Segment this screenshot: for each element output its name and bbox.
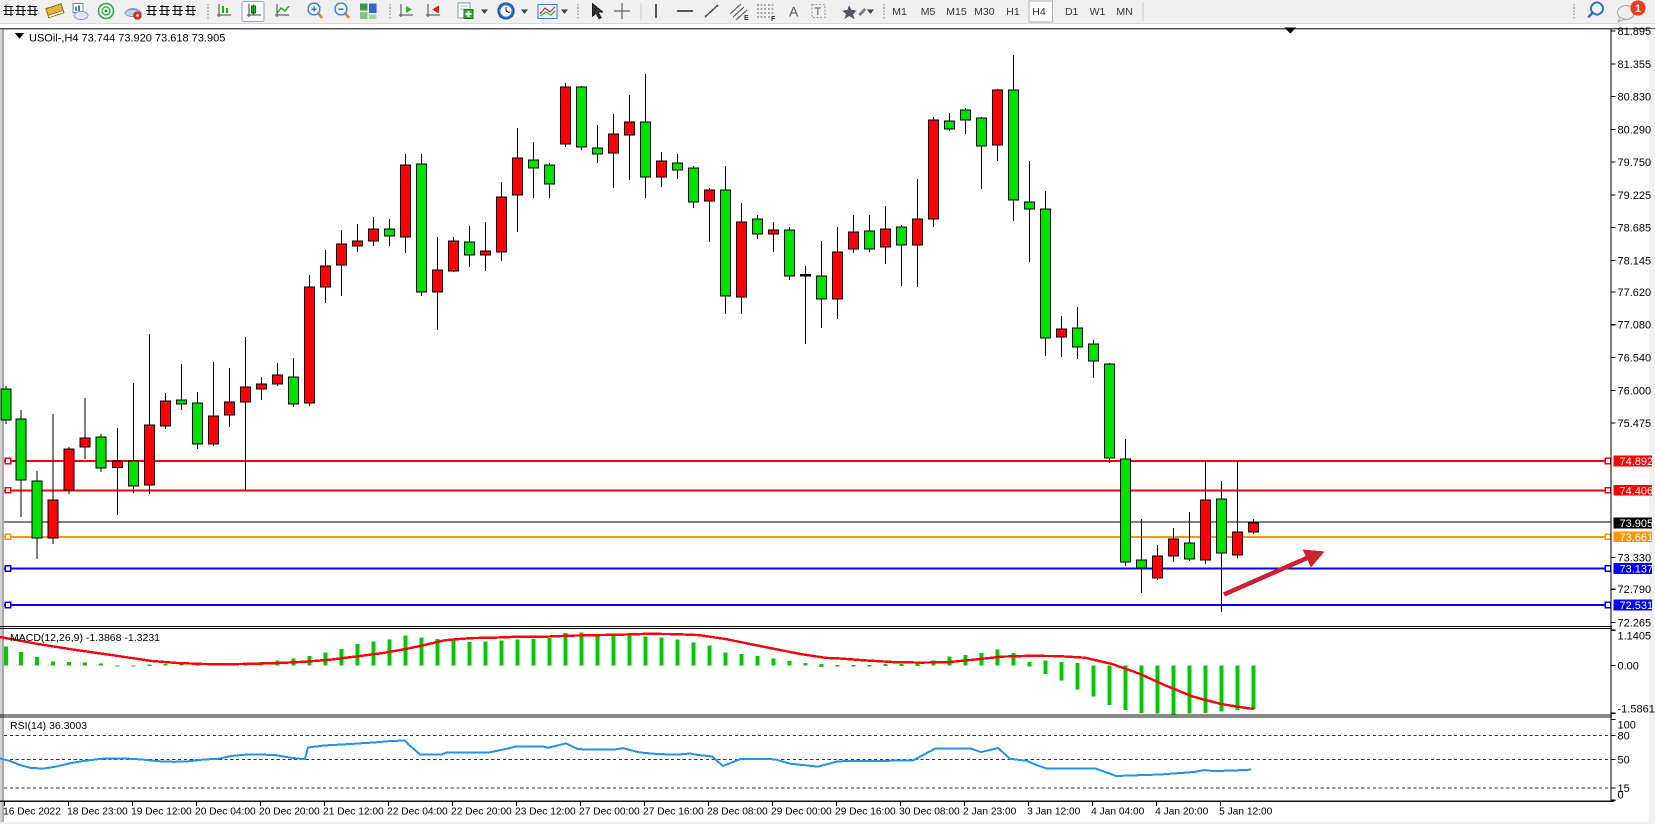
svg-text:80.830: 80.830 <box>1618 92 1652 104</box>
svg-text:M30: M30 <box>974 6 995 18</box>
svg-text:20 Dec 20:00: 20 Dec 20:00 <box>259 807 320 818</box>
svg-text:-1.5861: -1.5861 <box>1618 704 1655 716</box>
svg-text:78.685: 78.685 <box>1618 223 1652 235</box>
svg-text:80: 80 <box>1618 731 1630 743</box>
svg-text:73.661: 73.661 <box>1620 532 1654 544</box>
svg-text:72.531: 72.531 <box>1620 600 1654 612</box>
svg-text:1: 1 <box>1635 3 1641 15</box>
svg-text:50: 50 <box>1618 754 1630 766</box>
svg-text:20 Dec 04:00: 20 Dec 04:00 <box>195 807 256 818</box>
svg-text:79.750: 79.750 <box>1618 157 1652 169</box>
svg-text:100: 100 <box>1618 720 1636 732</box>
svg-text:78.145: 78.145 <box>1618 255 1652 267</box>
svg-text:75.475: 75.475 <box>1618 418 1652 430</box>
svg-text:2 Jan 23:00: 2 Jan 23:00 <box>963 807 1017 818</box>
svg-text:4 Jan 20:00: 4 Jan 20:00 <box>1155 807 1209 818</box>
svg-text:USOil-,H4 73.744 73.920 73.61: USOil-,H4 73.744 73.920 73.618 73.905 <box>29 33 225 45</box>
svg-text:76.540: 76.540 <box>1618 353 1652 365</box>
svg-text:30 Dec 08:00: 30 Dec 08:00 <box>899 807 960 818</box>
svg-text:4 Jan 04:00: 4 Jan 04:00 <box>1091 807 1145 818</box>
svg-text:72.790: 72.790 <box>1618 584 1652 596</box>
svg-text:D1: D1 <box>1065 6 1079 18</box>
svg-text:1.1405: 1.1405 <box>1618 631 1652 643</box>
svg-text:19 Dec 12:00: 19 Dec 12:00 <box>131 807 192 818</box>
svg-text:A: A <box>789 4 799 20</box>
svg-text:F: F <box>771 16 776 23</box>
svg-text:18 Dec 23:00: 18 Dec 23:00 <box>67 807 128 818</box>
svg-text:W1: W1 <box>1090 6 1106 18</box>
svg-text:73.137: 73.137 <box>1620 563 1654 575</box>
svg-text:MN: MN <box>1116 6 1132 18</box>
svg-text:29 Dec 00:00: 29 Dec 00:00 <box>771 807 832 818</box>
svg-text:81.895: 81.895 <box>1618 26 1652 38</box>
svg-text:H1: H1 <box>1006 6 1020 18</box>
svg-text:77.080: 77.080 <box>1618 320 1652 332</box>
svg-text:74.406: 74.406 <box>1620 485 1654 497</box>
svg-text:22 Dec 04:00: 22 Dec 04:00 <box>387 807 448 818</box>
svg-text:79.225: 79.225 <box>1618 190 1652 202</box>
svg-text:0: 0 <box>1618 790 1624 802</box>
svg-text:16 Dec 2022: 16 Dec 2022 <box>3 807 61 818</box>
svg-text:81.355: 81.355 <box>1618 59 1652 71</box>
svg-text:MACD(12,26,9) -1.3868 -1.3231: MACD(12,26,9) -1.3868 -1.3231 <box>10 632 160 644</box>
svg-text:73.330: 73.330 <box>1618 552 1652 564</box>
svg-text:0.00: 0.00 <box>1618 660 1639 672</box>
svg-text:3 Jan 12:00: 3 Jan 12:00 <box>1027 807 1081 818</box>
svg-text:M15: M15 <box>946 6 967 18</box>
svg-text:22 Dec 20:00: 22 Dec 20:00 <box>451 807 512 818</box>
svg-text:T: T <box>815 6 822 18</box>
svg-text:28 Dec 08:00: 28 Dec 08:00 <box>707 807 768 818</box>
svg-text:E: E <box>744 15 749 22</box>
svg-text:80.290: 80.290 <box>1618 124 1652 136</box>
svg-text:21 Dec 12:00: 21 Dec 12:00 <box>323 807 384 818</box>
svg-text:15: 15 <box>1618 783 1630 795</box>
svg-text:27 Dec 16:00: 27 Dec 16:00 <box>643 807 704 818</box>
svg-text:29 Dec 16:00: 29 Dec 16:00 <box>835 807 896 818</box>
svg-text:H4: H4 <box>1032 6 1046 18</box>
svg-text:77.620: 77.620 <box>1618 287 1652 299</box>
svg-text:M5: M5 <box>921 6 936 18</box>
svg-text:23 Dec 12:00: 23 Dec 12:00 <box>515 807 576 818</box>
svg-text:RSI(14) 36.3003: RSI(14) 36.3003 <box>10 720 87 732</box>
svg-text:76.000: 76.000 <box>1618 385 1652 397</box>
svg-text:73.905: 73.905 <box>1620 518 1654 530</box>
svg-text:5 Jan 12:00: 5 Jan 12:00 <box>1219 807 1273 818</box>
svg-text:72.265: 72.265 <box>1618 618 1652 630</box>
svg-text:74.892: 74.892 <box>1620 456 1654 468</box>
svg-text:M1: M1 <box>892 6 907 18</box>
svg-text:27 Dec 00:00: 27 Dec 00:00 <box>579 807 640 818</box>
